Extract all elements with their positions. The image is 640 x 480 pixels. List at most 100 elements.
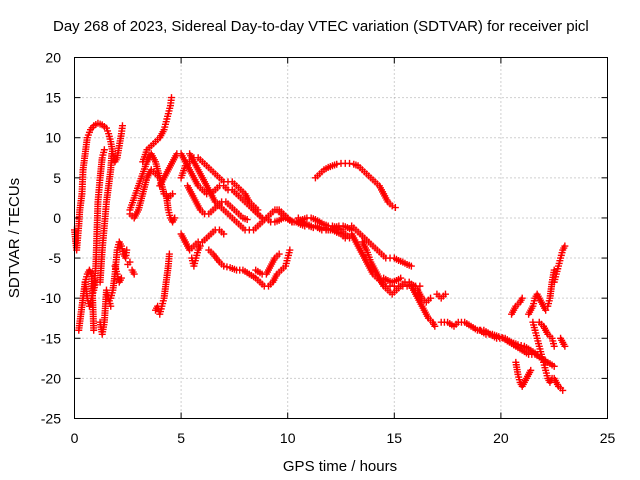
data-point — [130, 270, 138, 278]
x-tick-label: 10 — [280, 430, 296, 446]
series-s1 — [71, 166, 87, 254]
series-s25 — [252, 250, 283, 278]
series-s5 — [96, 150, 116, 286]
tick-labels: 0 5 10 15 20 25 -25 -20 -15 -10 -5 0 5 10 15 20 — [41, 50, 616, 447]
data-point — [561, 242, 569, 250]
data-point — [117, 274, 125, 282]
data-point — [391, 204, 399, 212]
data-point — [550, 342, 558, 350]
data-point — [550, 362, 558, 370]
x-axis-label: GPS time / hours — [283, 458, 397, 475]
series-s35 — [433, 290, 449, 302]
data-point — [346, 159, 354, 167]
x-tick-label: 15 — [387, 430, 403, 446]
plot-frame — [74, 57, 608, 419]
data-point — [498, 333, 506, 341]
x-tick-label: 20 — [493, 430, 509, 446]
x-tick-label: 5 — [177, 430, 185, 446]
y-tick-label: 10 — [45, 130, 61, 146]
series-s24 — [205, 246, 294, 290]
data-point — [108, 150, 116, 158]
x-tick-label: 25 — [600, 430, 616, 446]
series-s8 — [107, 238, 131, 302]
series-s44 — [550, 242, 569, 286]
series-s6 — [81, 278, 100, 310]
series-s22 — [177, 154, 262, 214]
series-s17 — [162, 190, 179, 226]
series-s29 — [311, 159, 399, 212]
data-point — [165, 250, 173, 258]
data-point — [517, 341, 525, 349]
data-point — [126, 258, 134, 266]
series-s30 — [348, 222, 415, 270]
axis-ticks — [74, 57, 608, 419]
series-s38 — [508, 294, 526, 318]
data-point — [333, 160, 341, 168]
data-point — [100, 146, 108, 154]
y-tick-label: -10 — [41, 290, 61, 306]
series-s39 — [512, 358, 535, 390]
chart-title: Day 268 of 2023, Sidereal Day-to-day VTE… — [53, 18, 589, 35]
y-tick-label: -15 — [41, 330, 61, 346]
series-s14 — [139, 94, 176, 166]
y-tick-label: 0 — [53, 210, 61, 226]
data-point — [518, 294, 526, 302]
data-point — [441, 290, 449, 298]
series-s28 — [294, 214, 349, 242]
series-s10 — [128, 266, 138, 278]
y-tick-label: 5 — [53, 170, 61, 186]
series-s15 — [156, 150, 181, 190]
series-s32 — [358, 238, 435, 306]
series-s11 — [124, 258, 134, 268]
series-s13 — [126, 166, 164, 222]
data-point — [559, 386, 567, 394]
data-point — [243, 216, 251, 224]
y-tick-label: -5 — [49, 250, 62, 266]
data-point — [495, 333, 503, 341]
data-point — [220, 262, 228, 270]
data-point — [196, 242, 204, 250]
data-point — [118, 122, 126, 130]
data-point — [286, 246, 294, 254]
data-point — [220, 230, 228, 238]
data-point — [397, 274, 405, 282]
data-point — [416, 282, 424, 290]
series-s16 — [152, 250, 173, 318]
y-tick-label: -25 — [41, 411, 61, 427]
data-point — [107, 302, 115, 310]
y-tick-label: -20 — [41, 370, 61, 386]
series-s9 — [111, 262, 125, 286]
data-point — [527, 366, 535, 374]
data-point — [171, 214, 179, 222]
series-s3 — [79, 119, 126, 174]
series-s33 — [380, 274, 405, 286]
series-s37 — [476, 326, 541, 358]
y-tick-label: 15 — [45, 90, 61, 106]
data-point — [388, 202, 396, 210]
data-marks — [71, 94, 569, 394]
series-s18 — [177, 226, 228, 254]
data-point — [407, 262, 415, 270]
x-tick-label: 0 — [71, 430, 79, 446]
data-point — [169, 190, 177, 198]
series-s42 — [535, 318, 558, 350]
data-point — [341, 234, 349, 242]
data-point — [223, 263, 231, 271]
data-point — [123, 246, 131, 254]
data-point — [275, 250, 283, 258]
series-s46 — [557, 334, 569, 350]
data-point — [427, 294, 435, 302]
data-point — [542, 306, 550, 314]
series-s21 — [183, 182, 251, 224]
data-point — [90, 326, 98, 334]
series-s34 — [407, 282, 439, 330]
data-point — [514, 341, 522, 349]
series-s45 — [550, 374, 567, 394]
data-point — [431, 322, 439, 330]
grid-lines — [74, 57, 608, 419]
series-s12 — [126, 150, 177, 214]
series-s7 — [96, 286, 115, 338]
data-point — [92, 278, 100, 286]
series-s19 — [188, 242, 204, 270]
y-tick-label: 20 — [45, 50, 61, 66]
